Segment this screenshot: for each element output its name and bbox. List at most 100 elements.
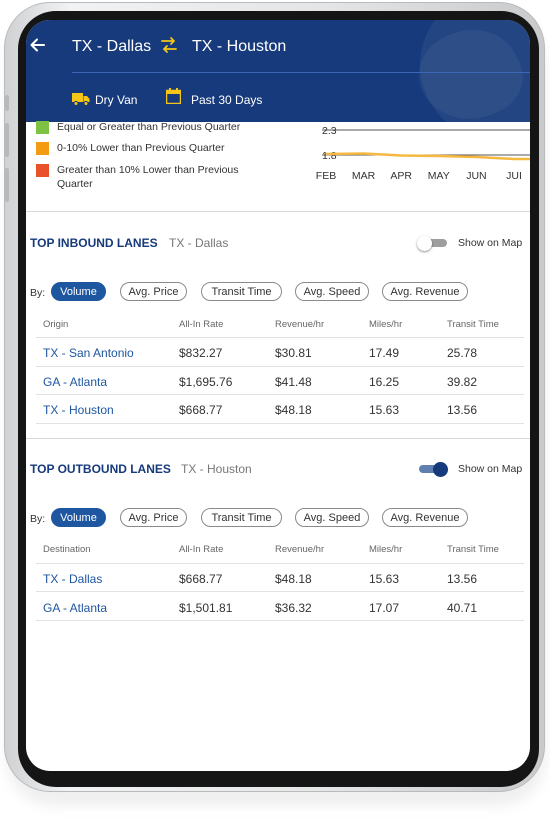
- transit-time: 13.56: [447, 572, 478, 586]
- section-divider: [26, 211, 530, 212]
- x-tick-label: JUN: [466, 170, 486, 182]
- outbound-filter-transit-time[interactable]: Transit Time: [201, 508, 282, 527]
- column-header: Miles/hr: [369, 544, 403, 555]
- toggle-track: [419, 239, 447, 247]
- header-decoration: [420, 20, 530, 122]
- destination-city: TX - Houston: [192, 38, 287, 55]
- column-header: Origin: [43, 319, 69, 330]
- revenue-per-hour: $48.18: [275, 572, 312, 586]
- legend-swatch-red: [36, 164, 49, 177]
- outbound-by-label: By:: [30, 513, 46, 525]
- inbound-filter-avg-revenue[interactable]: Avg. Revenue: [382, 282, 468, 301]
- y-tick-label: 1.8: [322, 150, 337, 162]
- row-divider: [36, 620, 524, 621]
- origin-city: TX - Dallas: [72, 38, 152, 55]
- volume-down-button: [5, 168, 9, 202]
- column-header: Transit Time: [447, 319, 499, 330]
- inbound-map-toggle[interactable]: [417, 236, 449, 251]
- inbound-filter-avg-speed[interactable]: Avg. Speed: [295, 282, 369, 301]
- lane-destination-link[interactable]: TX - Dallas: [43, 572, 103, 586]
- miles-per-hour: 16.25: [369, 375, 400, 389]
- outbound-map-toggle[interactable]: [417, 462, 449, 477]
- legend-label: 0-10% Lower than Previous Quarter: [57, 142, 225, 154]
- x-tick-label: MAR: [352, 170, 376, 182]
- row-divider: [36, 337, 524, 338]
- x-tick-label: APR: [390, 170, 412, 182]
- column-header: All-In Rate: [179, 319, 224, 330]
- column-header: Revenue/hr: [275, 319, 325, 330]
- transit-time: 40.71: [447, 601, 478, 615]
- row-divider: [36, 366, 524, 367]
- all-in-rate: $668.77: [179, 403, 223, 417]
- lane-header: TX - Dallas TX - Houston Dry Van Past 30…: [26, 20, 530, 122]
- outbound-filter-avg-speed[interactable]: Avg. Speed: [295, 508, 369, 527]
- outbound-map-label: Show on Map: [458, 463, 523, 475]
- section-divider: [26, 438, 530, 439]
- header-divider: [72, 72, 530, 73]
- all-in-rate: $1,695.76: [179, 375, 233, 389]
- legend-item: 0-10% Lower than Previous Quarter: [36, 141, 257, 155]
- revenue-per-hour: $41.48: [275, 375, 312, 389]
- column-header: All-In Rate: [179, 544, 224, 555]
- inbound-city: TX - Dallas: [169, 236, 229, 250]
- outbound-filter-avg-price[interactable]: Avg. Price: [120, 508, 187, 527]
- row-divider: [36, 394, 524, 395]
- revenue-per-hour: $30.81: [275, 346, 312, 360]
- column-header: Destination: [43, 544, 91, 555]
- swap-lane-icon[interactable]: [159, 35, 179, 55]
- equipment-type[interactable]: Dry Van: [95, 93, 138, 107]
- row-divider: [36, 591, 524, 592]
- lane-origin-link[interactable]: GA - Atlanta: [43, 375, 108, 389]
- lane-origin-link[interactable]: TX - San Antonio: [43, 346, 134, 360]
- all-in-rate: $668.77: [179, 572, 223, 586]
- rate-trend-chart: 2.3 1.8 FEB MAR APR MAY JUN JUI: [316, 125, 530, 182]
- revenue-per-hour: $48.18: [275, 403, 312, 417]
- revenue-per-hour: $36.32: [275, 601, 312, 615]
- outbound-filter-avg-revenue[interactable]: Avg. Revenue: [382, 508, 468, 527]
- toggle-knob: [417, 236, 432, 251]
- column-header: Transit Time: [447, 544, 499, 555]
- outbound-city: TX - Houston: [181, 462, 252, 476]
- row-divider: [36, 423, 524, 424]
- date-range[interactable]: Past 30 Days: [191, 93, 263, 107]
- inbound-filter-volume[interactable]: Volume: [51, 282, 106, 301]
- all-in-rate: $1,501.81: [179, 601, 233, 615]
- side-button: [5, 95, 9, 111]
- outbound-title: TOP OUTBOUND LANES: [30, 462, 171, 476]
- column-header: Miles/hr: [369, 319, 403, 330]
- inbound-filter-avg-price[interactable]: Avg. Price: [120, 282, 187, 301]
- outbound-filter-volume[interactable]: Volume: [51, 508, 106, 527]
- inbound-title: TOP INBOUND LANES: [30, 236, 158, 250]
- miles-per-hour: 15.63: [369, 572, 400, 586]
- inbound-filter-transit-time[interactable]: Transit Time: [201, 282, 282, 301]
- inbound-map-label: Show on Map: [458, 237, 523, 249]
- series-line: [325, 152, 530, 161]
- miles-per-hour: 17.49: [369, 346, 400, 360]
- back-arrow-icon[interactable]: [28, 35, 48, 55]
- all-in-rate: $832.27: [179, 346, 223, 360]
- column-header: Revenue/hr: [275, 544, 325, 555]
- app-screen: TX - Dallas TX - Houston Dry Van Past 30…: [26, 20, 530, 771]
- legend-item: Greater than 10% Lower than Previous Qua…: [36, 163, 257, 191]
- y-tick-label: 2.3: [322, 125, 337, 137]
- lane-origin-link[interactable]: TX - Houston: [43, 403, 114, 417]
- inbound-by-label: By:: [30, 287, 46, 299]
- x-tick-label: FEB: [316, 170, 336, 182]
- legend-label: Greater than 10% Lower than Previous Qua…: [57, 164, 239, 190]
- transit-time: 25.78: [447, 346, 478, 360]
- legend-swatch-orange: [36, 142, 49, 155]
- x-tick-label: JUI: [506, 170, 522, 182]
- truck-icon: [72, 93, 90, 106]
- transit-time: 39.82: [447, 375, 478, 389]
- legend-swatch-green: [36, 121, 49, 134]
- row-divider: [36, 563, 524, 564]
- miles-per-hour: 15.63: [369, 403, 400, 417]
- toggle-knob: [433, 462, 448, 477]
- lane-destination-link[interactable]: GA - Atlanta: [43, 601, 108, 615]
- transit-time: 13.56: [447, 403, 478, 417]
- calendar-icon: [166, 88, 181, 104]
- legend-item: Equal or Greater than Previous Quarter: [36, 120, 257, 134]
- miles-per-hour: 17.07: [369, 601, 400, 615]
- volume-up-button: [5, 123, 9, 157]
- x-tick-label: MAY: [428, 170, 450, 182]
